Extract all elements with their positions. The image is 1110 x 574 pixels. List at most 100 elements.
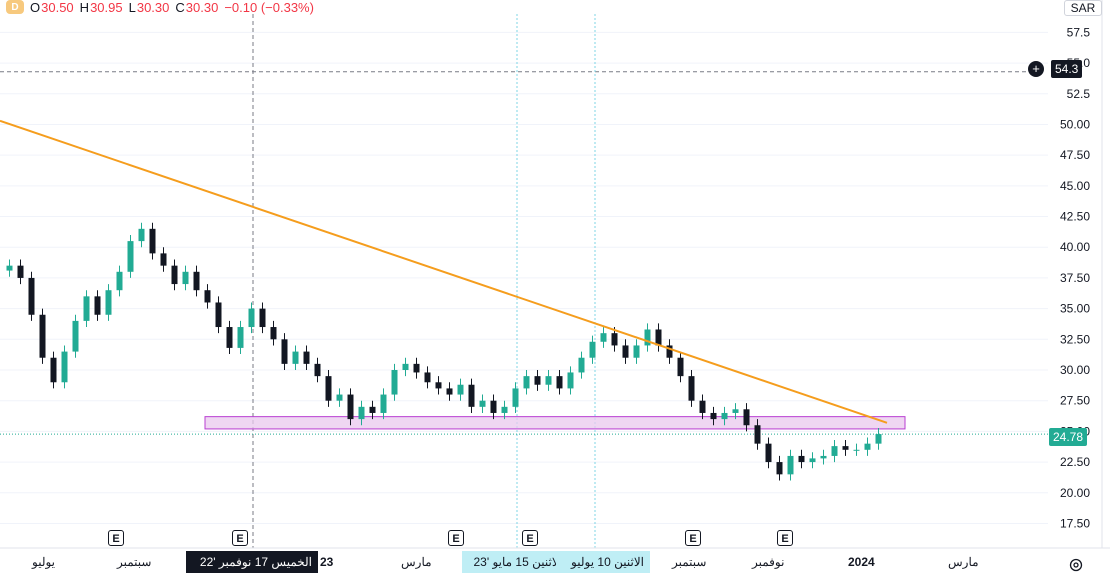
candle <box>633 339 640 364</box>
candle <box>138 222 145 248</box>
candle-body <box>17 265 24 278</box>
candle <box>105 284 112 321</box>
range-start-date-tag: الاثنين 15 مايو '23 <box>462 551 568 573</box>
price-tick-label: 57.5 <box>1067 25 1091 39</box>
price-tick-label: 47.50 <box>1060 148 1090 162</box>
candle-body <box>457 384 464 395</box>
price-tick-label: 27.50 <box>1060 394 1090 408</box>
candle <box>732 403 739 420</box>
candle-body <box>490 400 497 413</box>
candle-body <box>732 409 739 413</box>
candle <box>776 455 783 481</box>
candle-body <box>809 458 816 463</box>
candle-body <box>413 363 420 373</box>
candle-body <box>127 241 134 272</box>
candle <box>413 357 420 379</box>
support-zone-rect <box>204 416 906 430</box>
candle-body <box>787 455 794 475</box>
candle-body <box>699 400 706 413</box>
candle-body <box>820 455 827 459</box>
price-tick-label: 32.50 <box>1060 332 1090 346</box>
ohlc-legend: D O 30.50 H 30.95 L 30.30 C 30.30 −0.10 (−0.… <box>6 0 314 15</box>
candle-body <box>314 363 321 377</box>
candle-body <box>248 308 255 328</box>
candle-body <box>226 327 233 348</box>
candle-body <box>798 455 805 463</box>
candle-body <box>193 271 200 291</box>
candle <box>655 323 662 352</box>
candle <box>259 302 266 334</box>
candle-body <box>633 345 640 358</box>
candle-body <box>831 446 838 456</box>
earnings-marker[interactable]: E <box>777 530 793 546</box>
candle <box>28 271 35 321</box>
candle <box>424 366 431 389</box>
candle-body <box>534 376 541 385</box>
earnings-marker[interactable]: E <box>448 530 464 546</box>
candle-body <box>842 446 849 450</box>
candle-body <box>402 363 409 370</box>
candle-body <box>754 425 761 444</box>
candle <box>446 382 453 401</box>
candle <box>523 370 530 395</box>
candle-body <box>644 329 651 346</box>
earnings-marker[interactable]: E <box>685 530 701 546</box>
close-value: 30.30 <box>185 0 219 15</box>
candle <box>622 339 629 364</box>
candle-body <box>105 290 112 315</box>
candle <box>589 335 596 364</box>
candle-body <box>677 357 684 377</box>
candle <box>644 323 651 352</box>
candle-body <box>600 333 607 342</box>
candle-body <box>149 228 156 254</box>
candle-body <box>215 302 222 328</box>
time-axis-label: مارس <box>401 555 432 569</box>
candle-body <box>479 400 486 407</box>
gear-icon[interactable] <box>1068 557 1084 573</box>
candle <box>248 302 255 334</box>
candle-body <box>347 394 354 420</box>
change-value: −0.10 (−0.33%) <box>224 0 314 15</box>
candle-body <box>358 406 365 420</box>
currency-selector[interactable]: SAR <box>1064 0 1102 16</box>
crosshair-price-tag: 54.3 <box>1051 60 1083 78</box>
candle-body <box>380 394 387 413</box>
price-tick-label: 30.00 <box>1060 363 1090 377</box>
earnings-marker[interactable]: E <box>108 530 124 546</box>
last-price-tag: 24.78 <box>1049 428 1088 446</box>
candle <box>831 439 838 463</box>
candle-body <box>512 388 519 407</box>
candle <box>600 327 607 348</box>
low-key: L <box>128 0 136 15</box>
candle-body <box>501 406 508 413</box>
candle-body <box>83 296 90 321</box>
candle <box>864 437 871 456</box>
candle-body <box>556 376 563 389</box>
candle-body <box>182 271 189 285</box>
candle <box>6 259 13 277</box>
candle-body <box>523 376 530 389</box>
candle-body <box>545 376 552 385</box>
candle-body <box>336 394 343 401</box>
add-alert-icon[interactable]: + <box>1028 61 1044 77</box>
candle <box>215 296 222 334</box>
price-axis-bg <box>1048 0 1110 548</box>
earnings-marker[interactable]: E <box>522 530 538 546</box>
candle-body <box>325 376 332 401</box>
candle <box>754 419 761 450</box>
candle <box>149 222 156 260</box>
low-value: 30.30 <box>136 0 170 15</box>
candle <box>578 351 585 379</box>
interval-badge[interactable]: D <box>6 0 24 14</box>
candle <box>380 388 387 420</box>
candle <box>171 259 178 291</box>
candle-body <box>710 412 717 420</box>
candle <box>875 427 882 450</box>
candle-body <box>567 372 574 389</box>
candle <box>677 351 684 383</box>
candle <box>765 437 772 469</box>
candle-body <box>688 376 695 401</box>
candle <box>281 333 288 370</box>
earnings-marker[interactable]: E <box>232 530 248 546</box>
